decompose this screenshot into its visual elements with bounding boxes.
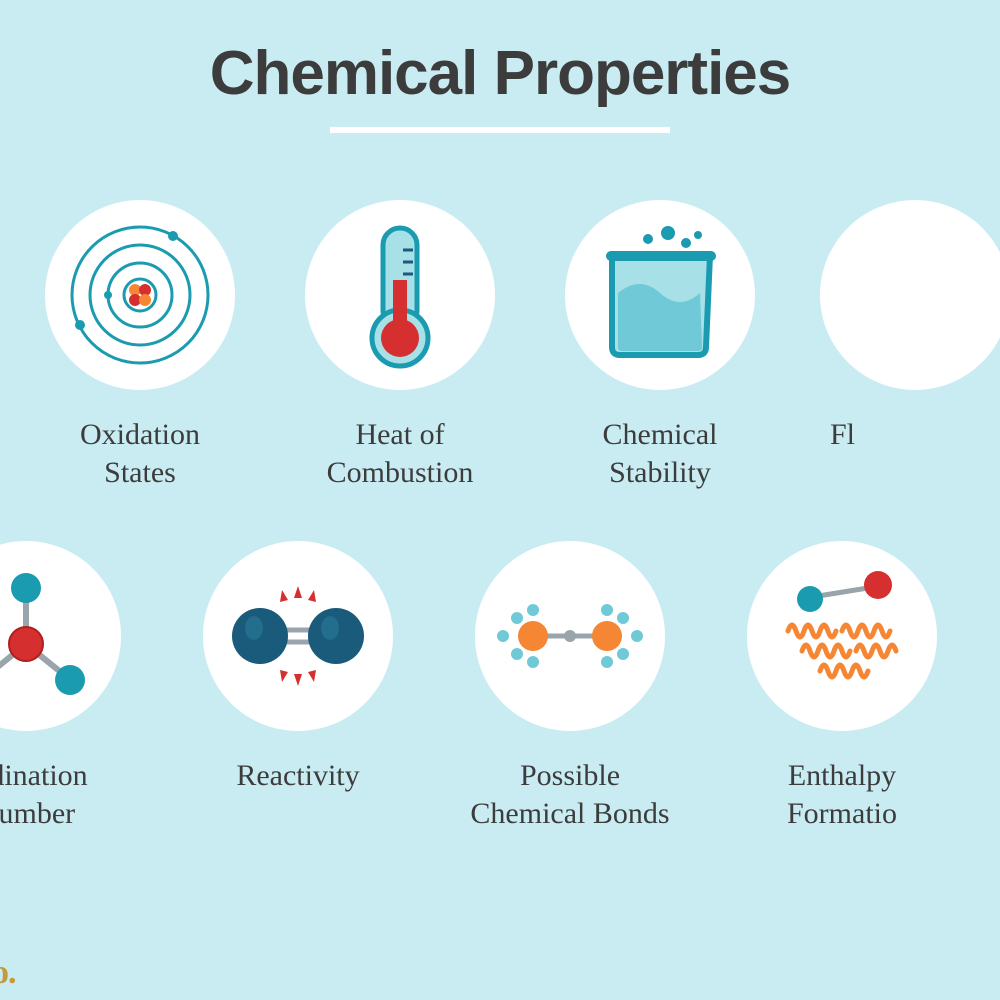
item-label: ordinationNumber	[0, 757, 162, 832]
watermark: o.	[0, 954, 16, 992]
page-title: Chemical Properties	[0, 0, 1000, 109]
item-label: Heat ofCombustion	[270, 416, 530, 491]
grid-cell: ordinationNumber	[0, 541, 162, 832]
item-label: OxidationStates	[10, 416, 270, 491]
icon-grid: OxidationStates Heat ofCombustion	[0, 200, 1000, 882]
title-underline	[330, 127, 670, 133]
blank-icon	[820, 200, 1000, 390]
item-label: Enthalpy Formatio	[706, 757, 978, 832]
item-label: Fl	[790, 416, 880, 454]
item-label: ChemicalStability	[530, 416, 790, 491]
item-label: Reactivity	[162, 757, 434, 795]
atom-icon	[45, 200, 235, 390]
item-label: PossibleChemical Bonds	[434, 757, 706, 832]
coordination-icon	[0, 541, 121, 731]
bonds-icon	[475, 541, 665, 731]
grid-cell: OxidationStates	[10, 200, 270, 491]
reactivity-icon	[203, 541, 393, 731]
grid-cell: Reactivity	[162, 541, 434, 832]
grid-cell: Heat ofCombustion	[270, 200, 530, 491]
beaker-icon	[565, 200, 755, 390]
grid-cell: Fl	[790, 200, 880, 491]
thermometer-icon	[305, 200, 495, 390]
grid-cell: Enthalpy Formatio	[706, 541, 978, 832]
grid-cell: ChemicalStability	[530, 200, 790, 491]
grid-cell: PossibleChemical Bonds	[434, 541, 706, 832]
grid-cell	[0, 200, 10, 491]
enthalpy-icon	[747, 541, 937, 731]
